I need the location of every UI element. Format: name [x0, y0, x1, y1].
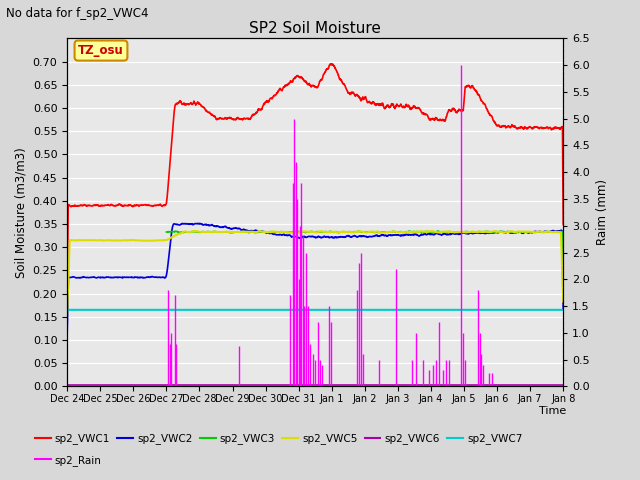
Y-axis label: Raim (mm): Raim (mm) [596, 180, 609, 245]
Text: TZ_osu: TZ_osu [78, 44, 124, 57]
Legend: sp2_Rain: sp2_Rain [31, 451, 106, 470]
Title: SP2 Soil Moisture: SP2 Soil Moisture [249, 21, 381, 36]
Legend: sp2_VWC1, sp2_VWC2, sp2_VWC3, sp2_VWC5, sp2_VWC6, sp2_VWC7: sp2_VWC1, sp2_VWC2, sp2_VWC3, sp2_VWC5, … [31, 429, 527, 448]
Y-axis label: Soil Moisture (m3/m3): Soil Moisture (m3/m3) [14, 147, 27, 278]
Text: Time: Time [539, 406, 566, 416]
Text: No data for f_sp2_VWC4: No data for f_sp2_VWC4 [6, 7, 149, 20]
